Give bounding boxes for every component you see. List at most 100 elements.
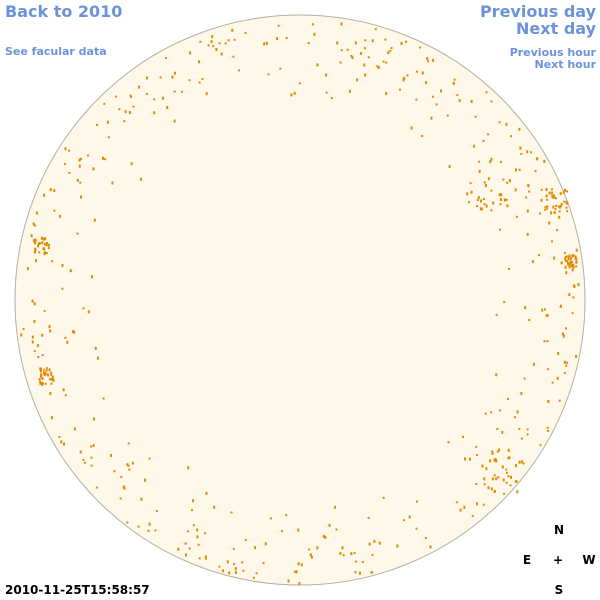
facula <box>30 234 33 238</box>
facula <box>359 571 361 575</box>
facula <box>171 75 174 79</box>
facula <box>507 457 510 460</box>
facula <box>551 194 554 198</box>
facula <box>50 373 53 376</box>
facula <box>43 237 46 240</box>
facula <box>83 461 86 464</box>
facula <box>34 239 37 242</box>
facula <box>356 78 359 82</box>
facula <box>62 388 65 392</box>
facula <box>574 256 577 260</box>
facula <box>551 188 553 191</box>
facula <box>562 190 565 194</box>
facula <box>544 206 547 209</box>
facula <box>40 373 43 376</box>
facula <box>91 275 93 279</box>
facula <box>543 340 546 343</box>
facula <box>213 505 216 509</box>
facula <box>518 427 521 430</box>
facula <box>577 283 580 287</box>
facula <box>119 497 122 500</box>
facula <box>530 151 533 154</box>
facula <box>42 238 45 241</box>
facula <box>469 182 472 185</box>
facula <box>281 530 283 533</box>
facula <box>128 111 131 114</box>
facula <box>79 450 82 454</box>
facula <box>566 202 569 205</box>
facula <box>558 205 561 209</box>
facula <box>188 547 191 550</box>
facula <box>565 327 567 330</box>
facula <box>531 260 534 264</box>
facula <box>452 81 455 85</box>
previous-hour-link[interactable]: Previous hour <box>510 46 597 59</box>
next-hour-link[interactable]: Next hour <box>535 58 597 71</box>
facula <box>36 344 39 348</box>
facula <box>198 81 201 84</box>
facula <box>309 553 312 557</box>
facula <box>526 209 529 213</box>
facula <box>115 95 118 98</box>
facula <box>551 381 554 384</box>
facula <box>106 120 109 124</box>
facula <box>123 120 126 123</box>
facula <box>563 251 566 254</box>
facula <box>482 503 485 506</box>
facula <box>341 546 344 550</box>
facula <box>435 103 438 106</box>
facula <box>78 158 81 162</box>
facula <box>427 60 429 63</box>
facula <box>518 127 521 131</box>
facula <box>547 400 550 403</box>
facula <box>339 551 342 555</box>
facula <box>572 254 575 257</box>
facula <box>350 552 353 556</box>
facula <box>447 441 450 444</box>
facula <box>31 340 34 344</box>
facula <box>61 263 64 267</box>
facula <box>335 528 338 531</box>
facula <box>399 88 401 91</box>
facula <box>541 308 544 312</box>
facula <box>538 254 540 257</box>
facular-link[interactable]: See facular data <box>5 45 107 58</box>
facula <box>325 91 328 94</box>
compass-center: + <box>553 553 563 567</box>
facula <box>551 240 553 243</box>
facula <box>79 181 82 184</box>
facula <box>86 154 89 157</box>
facula <box>230 511 233 514</box>
facula <box>34 247 37 250</box>
facula <box>313 32 316 36</box>
facula <box>124 110 127 114</box>
facula <box>385 61 388 64</box>
facula <box>490 189 493 192</box>
facula <box>559 192 562 196</box>
back-link[interactable]: Back to 2010 <box>5 2 122 21</box>
facula <box>448 165 451 169</box>
facula <box>556 376 559 380</box>
facula <box>490 411 493 414</box>
facula <box>350 55 353 57</box>
facula <box>32 239 35 243</box>
facula <box>489 459 492 463</box>
facula <box>474 115 477 118</box>
facula <box>567 262 570 265</box>
facula <box>68 172 71 174</box>
facula <box>297 528 300 532</box>
facula <box>41 241 44 245</box>
facula <box>102 156 104 160</box>
previous-day-link[interactable]: Previous day <box>480 2 597 21</box>
facula <box>496 450 499 453</box>
facula <box>539 444 542 447</box>
facula <box>44 237 47 241</box>
facula <box>497 476 500 479</box>
facula <box>324 535 327 539</box>
facula <box>505 468 508 471</box>
facula <box>446 114 449 117</box>
facula <box>227 39 230 42</box>
facula <box>463 505 466 509</box>
next-day-link[interactable]: Next day <box>516 19 597 38</box>
